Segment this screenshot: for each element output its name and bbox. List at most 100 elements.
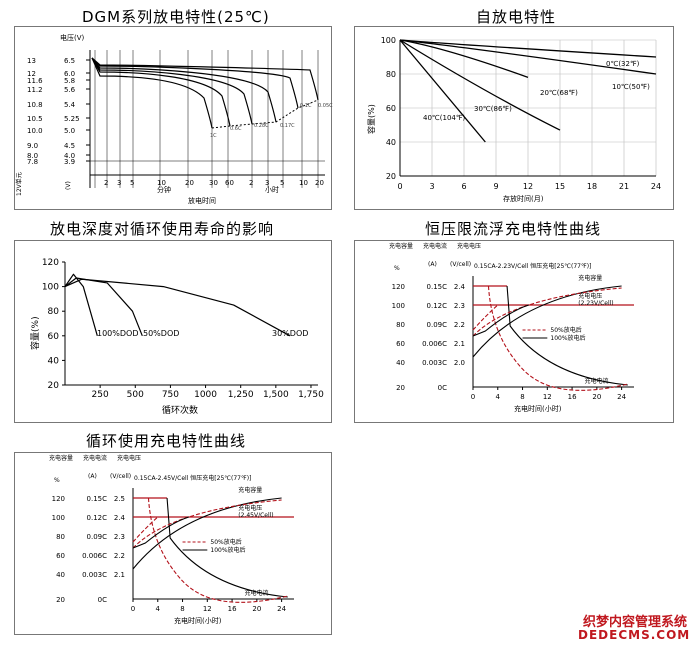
self-xtick: 3 [429, 182, 434, 191]
dgm-ytick-12v: 8.0 [27, 152, 38, 160]
dgm-curve-0.05C [91, 57, 319, 101]
self-ytick: 40 [386, 138, 396, 147]
float-voltage-curve-100 [472, 304, 529, 337]
dgm-xtick-min: 20 [185, 179, 194, 187]
dgm-ytick-12v: 11.6 [27, 77, 43, 85]
dgm-xtick-min: 3 [117, 179, 121, 187]
self-series-label: 20℃(68℉) [540, 89, 578, 97]
float-xtick: 4 [496, 393, 501, 401]
self-xtick: 9 [493, 182, 498, 191]
float-volt-tick: 2.3 [454, 302, 465, 310]
cycle-current-tick: 0.12C [87, 514, 108, 522]
dod-xtick: 1,500 [263, 390, 289, 400]
float-pct-tick: 100 [392, 302, 405, 310]
cycle-panel [14, 452, 332, 635]
cycle-current-tick: 0.006C [82, 552, 107, 560]
dod-ytick: 100 [42, 283, 59, 293]
dgm-ytick-6v: 5.0 [64, 127, 75, 135]
float-current-tick: 0C [438, 384, 447, 392]
dgm-xtick-min: 60 [225, 179, 234, 187]
float-unit-a: (A) [428, 261, 437, 268]
dod-xlabel: 循环次数 [162, 404, 198, 416]
cycle-pct-tick: 120 [52, 495, 65, 503]
self-series-line [399, 39, 657, 75]
self-xtick: 6 [461, 182, 466, 191]
cycle-title: 循环使用充电特性曲线 [86, 432, 247, 450]
dgm-left-note: 12V单元 [15, 172, 23, 196]
dgm-xtick-hr: 10 [299, 179, 308, 187]
self-xtick: 12 [523, 182, 533, 191]
cycle-label-current: 充电电流 [244, 589, 268, 597]
float-xtick: 12 [543, 393, 552, 401]
cycle-label-voltage-value: (2.45V/Cell) [238, 512, 273, 519]
float-pct-tick: 20 [396, 384, 405, 392]
self-series-line [399, 39, 486, 143]
dod-panel [14, 240, 332, 423]
float-voltage-curve-50 [472, 304, 499, 331]
float-xtick: 16 [568, 393, 577, 401]
cycle-capacity-100 [132, 497, 282, 570]
dgm-panel [14, 26, 332, 210]
dod-xtick: 500 [127, 390, 144, 400]
cycle-unit-pct: % [54, 477, 60, 484]
self-ytick: 100 [381, 36, 396, 45]
cycle-pct-tick: 80 [56, 533, 65, 541]
cycle-xtick: 24 [277, 605, 286, 613]
dgm-xtick-min: 5 [130, 179, 134, 187]
float-volt-tick: 2.0 [454, 359, 465, 367]
float-current-tick: 0.09C [427, 321, 448, 329]
float-pct-tick: 40 [396, 359, 405, 367]
float-xtick: 20 [592, 393, 601, 401]
self-series-line [399, 39, 529, 79]
dgm-ytick-12v: 9.0 [27, 142, 38, 150]
self-series-label: 10℃(50℉) [612, 83, 650, 91]
dgm-ytick-6v: 6.5 [64, 57, 75, 65]
cycle-xlabel: 充电时间(小时) [174, 616, 222, 625]
dgm-curve-0.1C [91, 57, 299, 109]
float-current-tick: 0.12C [427, 302, 448, 310]
cycle-header: 充电电流 [83, 454, 107, 462]
float-xtick: 8 [520, 393, 524, 401]
self-ytick: 20 [386, 172, 396, 181]
dod-ytick: 60 [48, 332, 60, 342]
dgm-xlabel: 放电时间 [188, 196, 216, 205]
cycle-xtick: 8 [180, 605, 184, 613]
dgm-ytick-12v: 10.5 [27, 115, 43, 123]
cycle-legend-100: 100%放电后 [210, 546, 245, 554]
float-volt-tick: 2.2 [454, 321, 465, 329]
dod-xtick: 750 [162, 390, 179, 400]
self-ytick: 60 [386, 104, 396, 113]
cycle-current-tick: 0.003C [82, 571, 107, 579]
cycle-volt-tick: 2.5 [114, 495, 125, 503]
dgm-ytick-6v: 5.6 [64, 86, 76, 94]
float-current-tick: 0.003C [422, 359, 447, 367]
dod-series-line [64, 277, 143, 337]
dgm-ytick-12v: 11.2 [27, 86, 43, 94]
watermark-text-en: DEDECMS.COM [578, 628, 691, 642]
dgm-curve-label: 1C [210, 133, 217, 139]
cycle-header: 充电电压 [117, 454, 141, 462]
float-pct-tick: 120 [392, 283, 405, 291]
self-series-label: 0℃(32℉) [606, 60, 640, 68]
cycle-xtick: 4 [156, 605, 161, 613]
float-current-tick: 0.15C [427, 283, 448, 291]
self-series-line [399, 39, 561, 131]
float-xlabel: 充电时间(小时) [514, 404, 562, 413]
self-ylabel: 容量(%) [366, 104, 376, 134]
cycle-pct-tick: 60 [56, 552, 65, 560]
dgm-ytick-12v: 7.8 [27, 158, 38, 166]
dgm-left-note2: (V) [65, 181, 72, 190]
dgm-curve-label: 0.1C [300, 103, 312, 109]
dgm-xtick-min: 2 [104, 179, 108, 187]
self-xtick: 24 [651, 182, 661, 191]
dgm-ytick-6v: 6.0 [64, 70, 75, 78]
dgm-curve-0.17C [91, 57, 277, 123]
dgm-ytick-12v: 10.8 [27, 101, 43, 109]
dgm-curve-label: 0.28C [254, 123, 269, 129]
dgm-title: DGM系列放电特性(25℃) [82, 8, 270, 26]
cycle-xtick: 0 [131, 605, 135, 613]
cycle-label-voltage: 充电电压 [238, 504, 262, 512]
dod-ytick: 80 [48, 307, 60, 317]
